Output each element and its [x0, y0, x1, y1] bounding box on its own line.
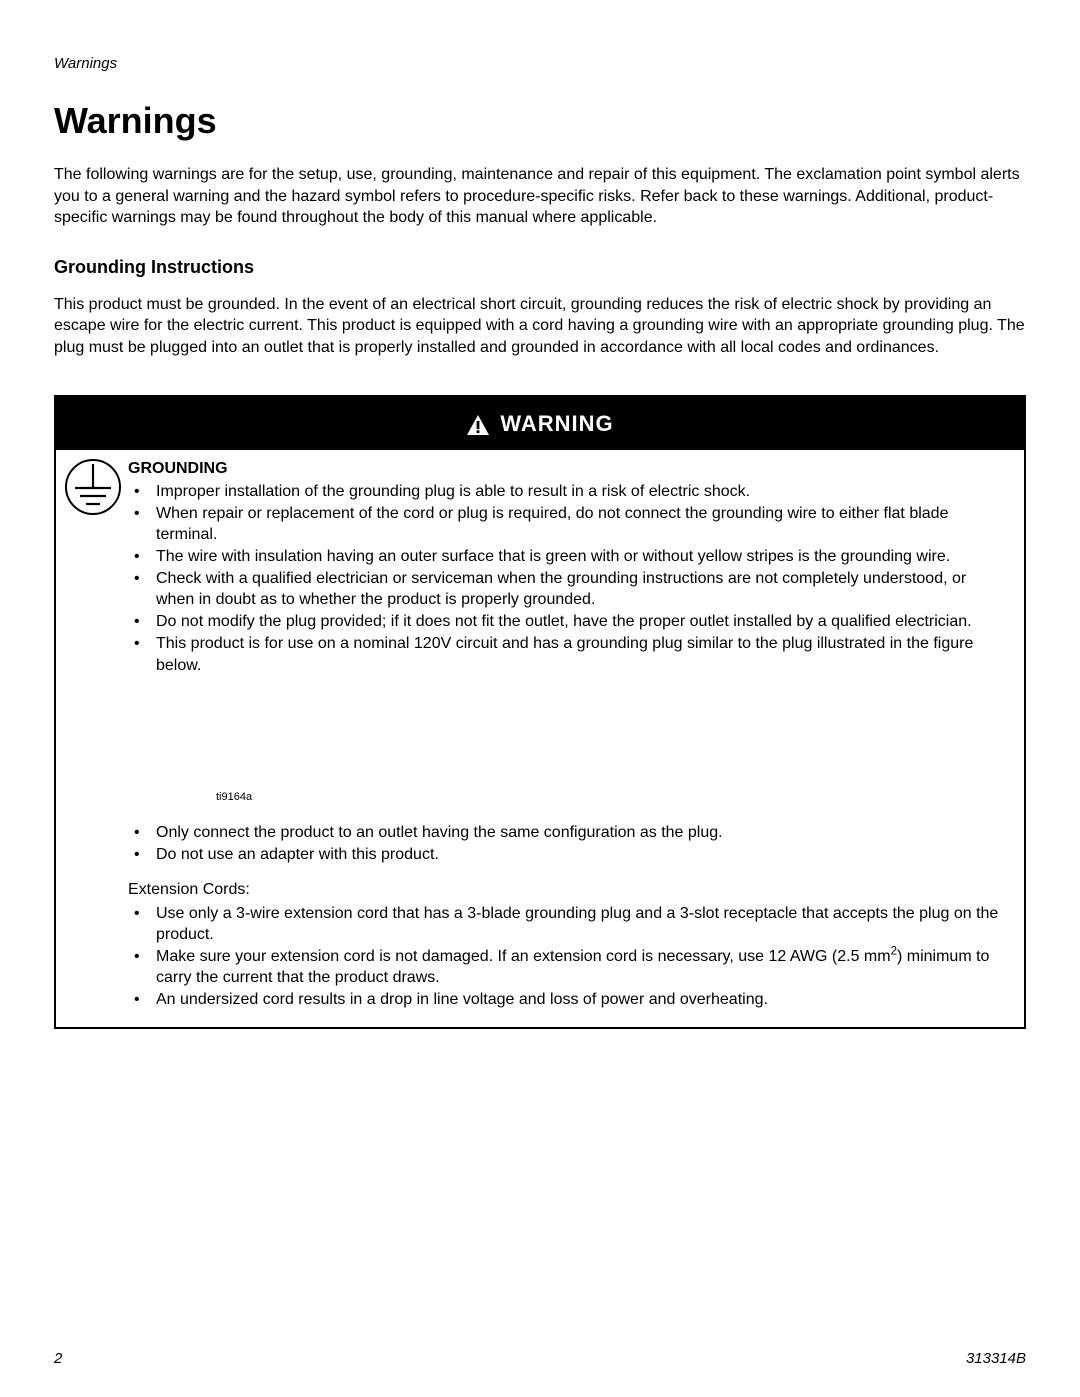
document-id: 313314B	[966, 1350, 1026, 1367]
list-item: An undersized cord results in a drop in …	[128, 989, 1006, 1010]
grounding-bullets-top: Improper installation of the grounding p…	[128, 481, 1006, 676]
list-item: This product is for use on a nominal 120…	[128, 633, 1006, 675]
warning-banner-text: WARNING	[500, 411, 613, 437]
grounding-bullets-mid: Only connect the product to an outlet ha…	[128, 822, 1006, 865]
list-item: Use only a 3-wire extension cord that ha…	[128, 903, 1006, 945]
page-number: 2	[54, 1350, 62, 1367]
warning-banner: WARNING	[56, 397, 1024, 450]
list-item: Check with a qualified electrician or se…	[128, 568, 1006, 610]
grounding-icon-column	[56, 450, 128, 1027]
grounding-instructions-heading: Grounding Instructions	[54, 257, 1026, 278]
warning-content: GROUNDING Improper installation of the g…	[128, 450, 1024, 1027]
list-item: Only connect the product to an outlet ha…	[128, 822, 1006, 843]
grounding-label: GROUNDING	[128, 458, 1006, 479]
page-title: Warnings	[54, 100, 1026, 142]
figure-label: ti9164a	[216, 790, 1006, 805]
list-item: Do not use an adapter with this product.	[128, 844, 1006, 865]
extension-cords-label: Extension Cords:	[128, 879, 1006, 900]
grounding-instructions-paragraph: This product must be grounded. In the ev…	[54, 294, 1026, 359]
extension-cord-bullets: Use only a 3-wire extension cord that ha…	[128, 903, 1006, 1011]
list-item: When repair or replacement of the cord o…	[128, 503, 1006, 545]
list-item: Improper installation of the grounding p…	[128, 481, 1006, 502]
intro-paragraph: The following warnings are for the setup…	[54, 164, 1026, 229]
page-footer: 2 313314B	[54, 1350, 1026, 1367]
figure-placeholder	[128, 690, 1006, 790]
list-item: The wire with insulation having an outer…	[128, 546, 1006, 567]
grounding-icon	[64, 503, 122, 520]
list-item: Make sure your extension cord is not dam…	[128, 946, 1006, 988]
warning-triangle-icon	[466, 411, 490, 437]
running-header: Warnings	[54, 55, 1026, 72]
warning-box: WARNING GROUNDING Improper install	[54, 395, 1026, 1029]
list-item: Do not modify the plug provided; if it d…	[128, 611, 1006, 632]
